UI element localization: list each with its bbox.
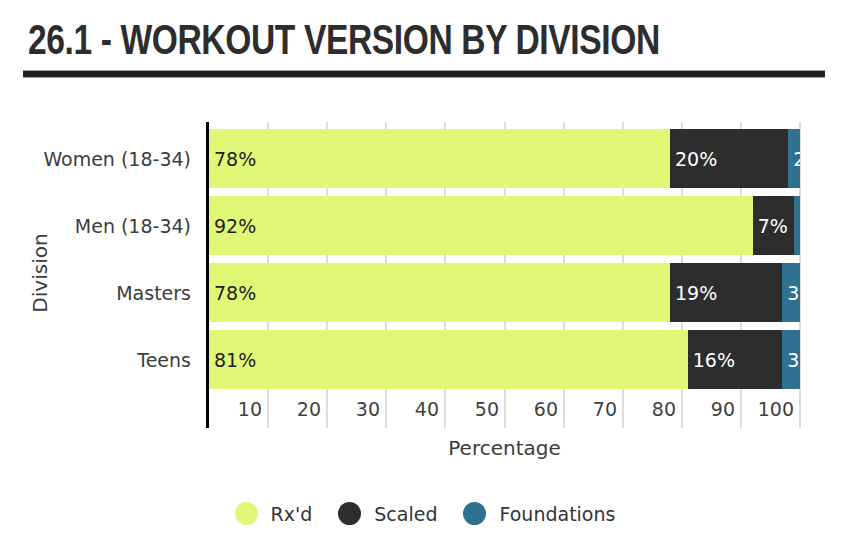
bar-segment-rx-d-masters[interactable]: 78% (209, 263, 670, 322)
x-axis-title: Percentage (209, 436, 800, 460)
workout-version-by-division-page: 26.1 - WORKOUT VERSION BY DIVISION 78% 20… (0, 0, 850, 559)
bar-segment-foundations-masters[interactable]: 3% (782, 263, 800, 322)
bar-segment-rx-d-women-18-34[interactable]: 78% (209, 129, 670, 188)
bar-value-label: 78% (209, 148, 256, 170)
bar-value-label: 3% (782, 282, 800, 304)
bar-row-teens: 81% 16% 3% (209, 330, 800, 389)
x-tick-90: 90 (677, 398, 735, 420)
legend-label-foundations: Foundations (499, 503, 615, 525)
bar-row-masters: 78% 19% 3% (209, 263, 800, 322)
bar-row-women-18-34: 78% 20% 2% (209, 129, 800, 188)
bar-segment-foundations-women-18-34[interactable]: 2% (788, 129, 800, 188)
legend-swatch-scaled (338, 502, 361, 525)
bar-segment-rx-d-men-18-34[interactable]: 92% (209, 196, 753, 255)
bar-value-label: 19% (670, 282, 717, 304)
legend-item-foundations[interactable]: Foundations (463, 502, 615, 525)
bar-segment-foundations-men-18-34[interactable]: 1% (794, 196, 800, 255)
x-tick-10: 10 (204, 398, 262, 420)
x-tick-100: 100 (736, 398, 794, 420)
bar-segment-scaled-masters[interactable]: 19% (670, 263, 782, 322)
bar-segment-scaled-teens[interactable]: 16% (688, 330, 783, 389)
legend-swatch-foundations (463, 502, 486, 525)
plot-area: 78% 20% 2% 92% 7% 1% 78% 19% 3% 81% 16% 3% (209, 122, 800, 428)
legend-label-scaled: Scaled (374, 503, 437, 525)
bar-value-label: 92% (209, 215, 256, 237)
legend-item-scaled[interactable]: Scaled (338, 502, 437, 525)
y-axis-title: Division (28, 173, 52, 373)
bar-value-label: 20% (670, 148, 717, 170)
chart-legend: Rx'd Scaled Foundations (0, 502, 850, 525)
bar-value-label: 78% (209, 282, 256, 304)
x-tick-40: 40 (381, 398, 439, 420)
bar-value-label: 7% (753, 215, 788, 237)
bar-value-label: 1% (794, 215, 800, 237)
x-tick-20: 20 (263, 398, 321, 420)
x-tick-50: 50 (441, 398, 499, 420)
bar-value-label: 3% (782, 349, 800, 371)
chart-title: 26.1 - WORKOUT VERSION BY DIVISION (28, 18, 660, 62)
title-divider (23, 70, 825, 78)
bar-value-label: 81% (209, 349, 256, 371)
bar-segment-scaled-women-18-34[interactable]: 20% (670, 129, 788, 188)
x-tick-60: 60 (500, 398, 558, 420)
x-axis-ticks: 102030405060708090100 (209, 398, 800, 422)
x-tick-30: 30 (322, 398, 380, 420)
legend-swatch-rx-d (235, 502, 258, 525)
bar-segment-scaled-men-18-34[interactable]: 7% (753, 196, 794, 255)
bar-row-men-18-34: 92% 7% 1% (209, 196, 800, 255)
legend-label-rx-d: Rx'd (271, 503, 313, 525)
x-tick-80: 80 (618, 398, 676, 420)
bar-value-label: 16% (688, 349, 735, 371)
bar-segment-foundations-teens[interactable]: 3% (782, 330, 800, 389)
bar-segment-rx-d-teens[interactable]: 81% (209, 330, 688, 389)
legend-item-rx-d[interactable]: Rx'd (235, 502, 313, 525)
bar-value-label: 2% (788, 148, 800, 170)
x-tick-70: 70 (559, 398, 617, 420)
bar-rows: 78% 20% 2% 92% 7% 1% 78% 19% 3% 81% 16% 3% (209, 129, 800, 389)
